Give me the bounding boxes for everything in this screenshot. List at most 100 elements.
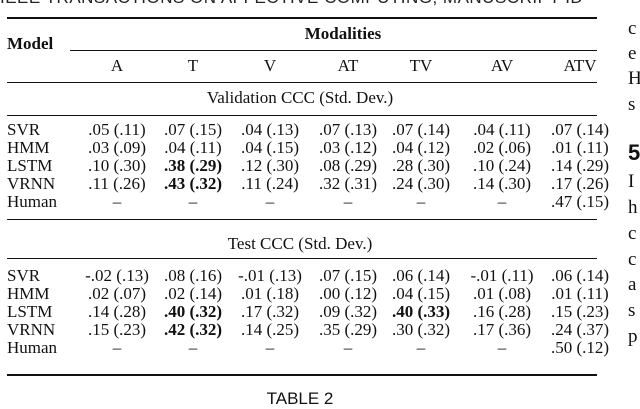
column-header-av: AV [490, 56, 514, 75]
bottom-rule [7, 374, 597, 376]
section-title: Validation CCC (Std. Dev.) [206, 88, 394, 107]
table-cell: – [343, 192, 353, 211]
table-cell: – [416, 192, 426, 211]
table-cell: .03 (.09) [87, 138, 147, 157]
running-header: IEEE TRANSACTIONS ON AFFECTIVE COMPUTING… [0, 0, 583, 8]
table-cell: .17 (.32) [240, 302, 300, 321]
side-text-fragment: p [628, 326, 638, 347]
table-cell: .17 (.36) [472, 320, 532, 339]
table-cell: .03 (.12) [318, 138, 378, 157]
table-cell: .07 (.13) [318, 120, 378, 139]
table-cell: .07 (.15) [163, 120, 223, 139]
table-cell: .07 (.14) [391, 120, 451, 139]
side-text-fragment: s [628, 300, 636, 321]
table-cell: .08 (.16) [163, 266, 223, 285]
table-cell: – [188, 338, 198, 357]
table-cell: – [497, 192, 507, 211]
table-cell: .28 (.30) [391, 156, 451, 175]
table-cell: .04 (.11) [473, 120, 531, 139]
table-cell: .50 (.12) [550, 338, 610, 357]
table-cell: .24 (.30) [391, 174, 451, 193]
model-header: Model [7, 34, 54, 53]
table-cell: .01 (.08) [472, 284, 532, 303]
column-header-atv: ATV [563, 56, 597, 75]
header-rule [7, 82, 597, 83]
model-name: VRNN [7, 320, 56, 339]
table-cell: .17 (.26) [550, 174, 610, 193]
side-text-fragment: a [628, 274, 637, 295]
table-cell: .01 (.11) [551, 138, 609, 157]
table-cell: – [343, 338, 353, 357]
model-name: VRNN [7, 174, 56, 193]
table-cell: .14 (.30) [472, 174, 532, 193]
table-cell: .02 (.14) [163, 284, 223, 303]
modalities-header: Modalities [304, 24, 382, 43]
table-cell: – [188, 192, 198, 211]
table-cell: .06 (.14) [391, 266, 451, 285]
table-cell: – [497, 338, 507, 357]
model-name: SVR [7, 120, 41, 139]
table-cell: -.01 (.11) [470, 266, 534, 285]
model-name: LSTM [7, 302, 53, 321]
section-title: Test CCC (Std. Dev.) [227, 234, 373, 253]
table-cell: .00 (.12) [318, 284, 378, 303]
table-cell: – [112, 192, 122, 211]
column-header-v: V [263, 56, 277, 75]
model-name: HMM [7, 138, 50, 157]
model-name: SVR [7, 266, 41, 285]
table-cell: .04 (.13) [240, 120, 300, 139]
table-cell: .38 (.29) [163, 156, 223, 175]
table-cell: .05 (.11) [88, 120, 146, 139]
table-cell: – [265, 192, 275, 211]
table-cell: .15 (.23) [87, 320, 147, 339]
side-text-fragment: H [628, 68, 640, 89]
table-cell: .09 (.32) [318, 302, 378, 321]
model-name: LSTM [7, 156, 53, 175]
table-cell: .01 (.11) [551, 284, 609, 303]
table-cell: .10 (.30) [87, 156, 147, 175]
column-header-t: T [187, 56, 199, 75]
table-cell: .07 (.14) [550, 120, 610, 139]
table-cell: .04 (.11) [164, 138, 222, 157]
table-cell: .24 (.37) [550, 320, 610, 339]
top-rule [7, 17, 597, 19]
table-cell: .42 (.32) [163, 320, 223, 339]
table-cell: .11 (.24) [241, 174, 299, 193]
column-header-at: AT [337, 56, 359, 75]
modalities-rule [70, 50, 597, 51]
table-cell: .14 (.29) [550, 156, 610, 175]
table-cell: .12 (.30) [240, 156, 300, 175]
table-cell: .15 (.23) [550, 302, 610, 321]
table-cell: .04 (.15) [240, 138, 300, 157]
table-cell: .14 (.25) [240, 320, 300, 339]
side-text-fragment: c [628, 249, 637, 270]
table-cell: .04 (.15) [391, 284, 451, 303]
table-cell: .01 (.18) [240, 284, 300, 303]
model-name: Human [7, 338, 58, 357]
side-text-fragment: c [628, 223, 637, 244]
table-cell: .43 (.32) [163, 174, 223, 193]
table-cell: .04 (.12) [391, 138, 451, 157]
table-cell: .47 (.15) [550, 192, 610, 211]
model-name: HMM [7, 284, 50, 303]
table-cell: – [112, 338, 122, 357]
table-caption: TABLE 2 [266, 389, 334, 408]
section-rule [7, 219, 597, 220]
table-cell: .08 (.29) [318, 156, 378, 175]
model-name: Human [7, 192, 58, 211]
side-text-fragment: e [628, 43, 637, 64]
section-title-rule [7, 258, 597, 259]
table-cell: .10 (.24) [472, 156, 532, 175]
column-header-a: A [110, 56, 124, 75]
table-cell: .14 (.28) [87, 302, 147, 321]
column-header-tv: TV [409, 56, 433, 75]
table-cell: .30 (.32) [391, 320, 451, 339]
side-text-fragment: 5 [628, 140, 640, 165]
table-cell: .40 (.33) [391, 302, 451, 321]
table-cell: .06 (.14) [550, 266, 610, 285]
section-title-rule [7, 115, 597, 116]
side-text-fragment: h [628, 197, 638, 218]
side-text-fragment: s [628, 94, 636, 115]
table-cell: – [416, 338, 426, 357]
side-text-fragment: I [628, 171, 635, 192]
